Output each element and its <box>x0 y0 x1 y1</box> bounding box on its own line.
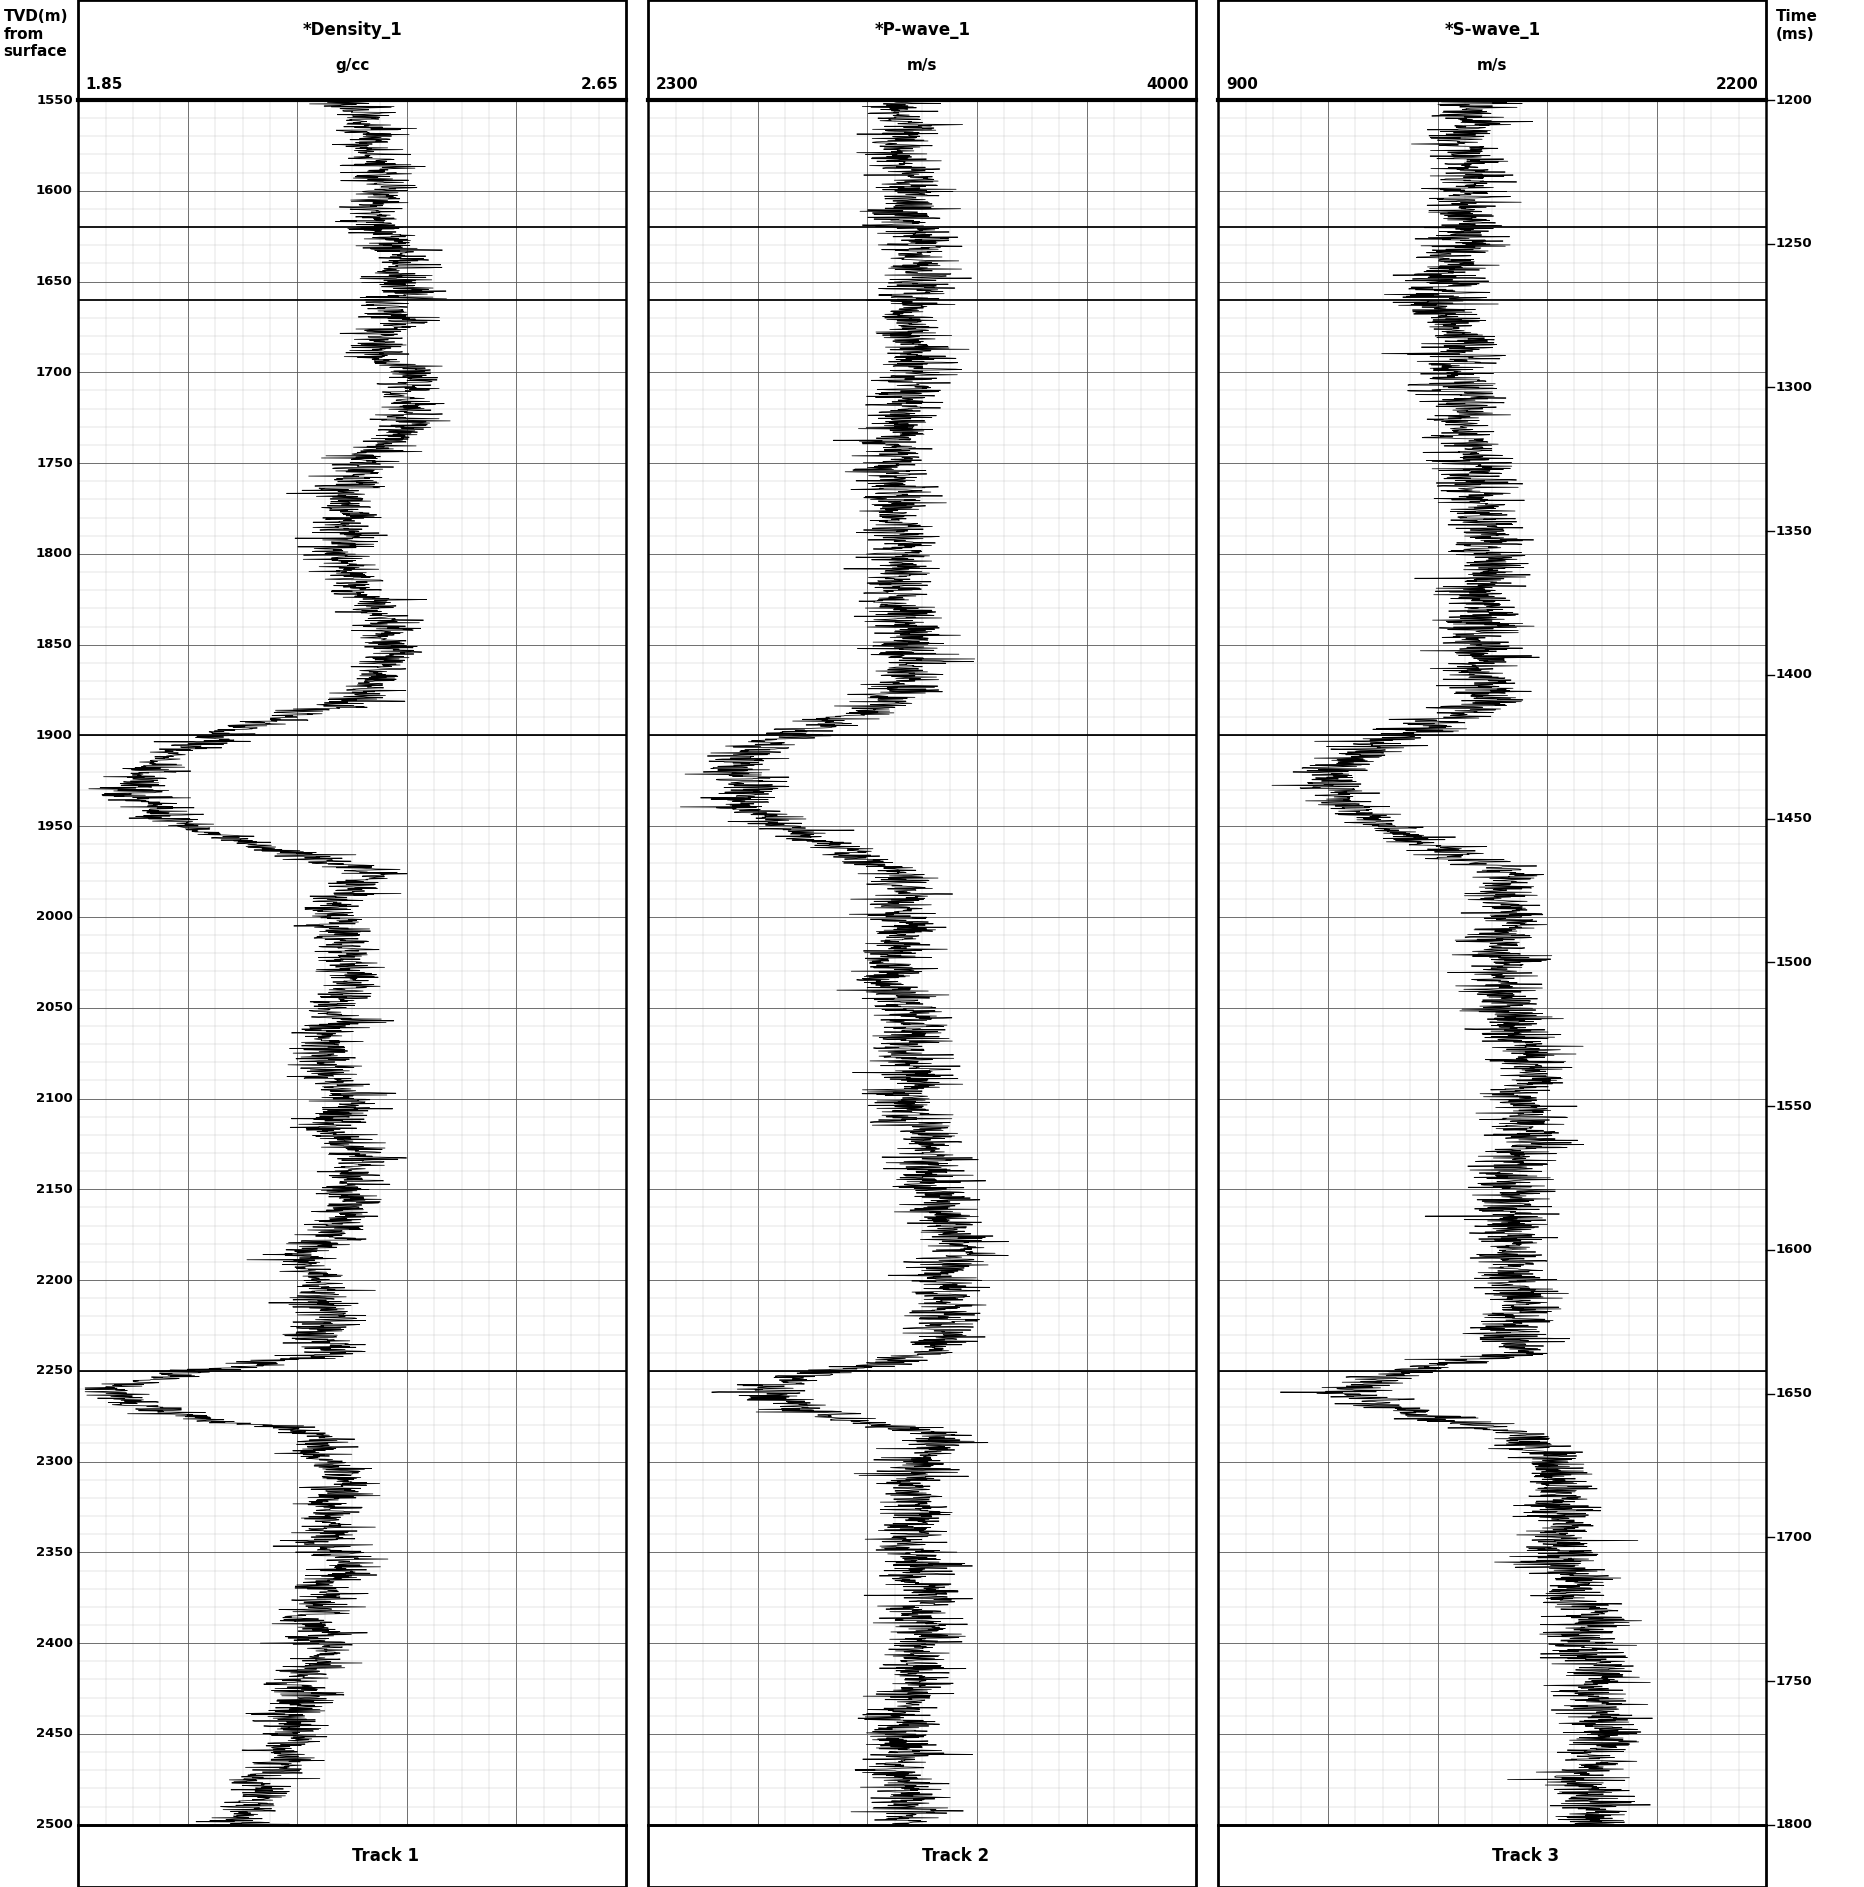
Text: 1650: 1650 <box>1775 1387 1812 1400</box>
Text: 2200: 2200 <box>1715 77 1758 92</box>
Text: 1850: 1850 <box>35 638 73 651</box>
Text: TVD(m)
from
surface: TVD(m) from surface <box>4 9 69 58</box>
Text: 1950: 1950 <box>35 819 73 832</box>
Text: 1350: 1350 <box>1775 525 1812 538</box>
Text: 2.65: 2.65 <box>580 77 619 92</box>
Text: g/cc: g/cc <box>336 57 369 72</box>
Text: m/s: m/s <box>906 57 938 72</box>
Text: 1450: 1450 <box>1775 811 1812 825</box>
Text: 1200: 1200 <box>1775 94 1812 106</box>
Text: 2050: 2050 <box>35 1002 73 1013</box>
Text: 4000: 4000 <box>1146 77 1187 92</box>
Text: 1600: 1600 <box>1775 1244 1812 1257</box>
Text: 1400: 1400 <box>1775 668 1812 681</box>
Text: *P-wave_1: *P-wave_1 <box>874 21 969 40</box>
Text: 2350: 2350 <box>35 1545 73 1559</box>
Text: 1900: 1900 <box>35 728 73 742</box>
Text: 1550: 1550 <box>1775 1100 1812 1113</box>
Text: 1750: 1750 <box>35 457 73 470</box>
Text: Time
(ms): Time (ms) <box>1775 9 1816 42</box>
Text: 2450: 2450 <box>35 1727 73 1740</box>
Text: m/s: m/s <box>1476 57 1506 72</box>
Text: 1600: 1600 <box>35 185 73 198</box>
Text: 2300: 2300 <box>35 1455 73 1468</box>
Text: Track 2: Track 2 <box>921 1847 988 1864</box>
Text: 1.85: 1.85 <box>86 77 123 92</box>
Text: 2200: 2200 <box>35 1274 73 1287</box>
Text: 2150: 2150 <box>35 1183 73 1196</box>
Text: 1750: 1750 <box>1775 1674 1812 1687</box>
Text: 1550: 1550 <box>35 94 73 106</box>
Text: 1300: 1300 <box>1775 381 1812 394</box>
Text: 2250: 2250 <box>35 1364 73 1378</box>
Text: *S-wave_1: *S-wave_1 <box>1443 21 1540 40</box>
Text: 1250: 1250 <box>1775 238 1812 251</box>
Text: 1700: 1700 <box>1775 1530 1812 1544</box>
Text: 1800: 1800 <box>35 547 73 560</box>
Text: 1700: 1700 <box>35 366 73 379</box>
Text: 2300: 2300 <box>656 77 699 92</box>
Text: 2100: 2100 <box>35 1093 73 1106</box>
Text: 900: 900 <box>1225 77 1256 92</box>
Text: 1650: 1650 <box>35 276 73 289</box>
Text: 1800: 1800 <box>1775 1819 1812 1830</box>
Text: Track 3: Track 3 <box>1491 1847 1558 1864</box>
Text: 2000: 2000 <box>35 911 73 923</box>
Text: 2500: 2500 <box>35 1819 73 1830</box>
Text: 2400: 2400 <box>35 1636 73 1649</box>
Text: Track 1: Track 1 <box>352 1847 419 1864</box>
Text: 1500: 1500 <box>1775 957 1812 968</box>
Text: *Density_1: *Density_1 <box>302 21 403 40</box>
